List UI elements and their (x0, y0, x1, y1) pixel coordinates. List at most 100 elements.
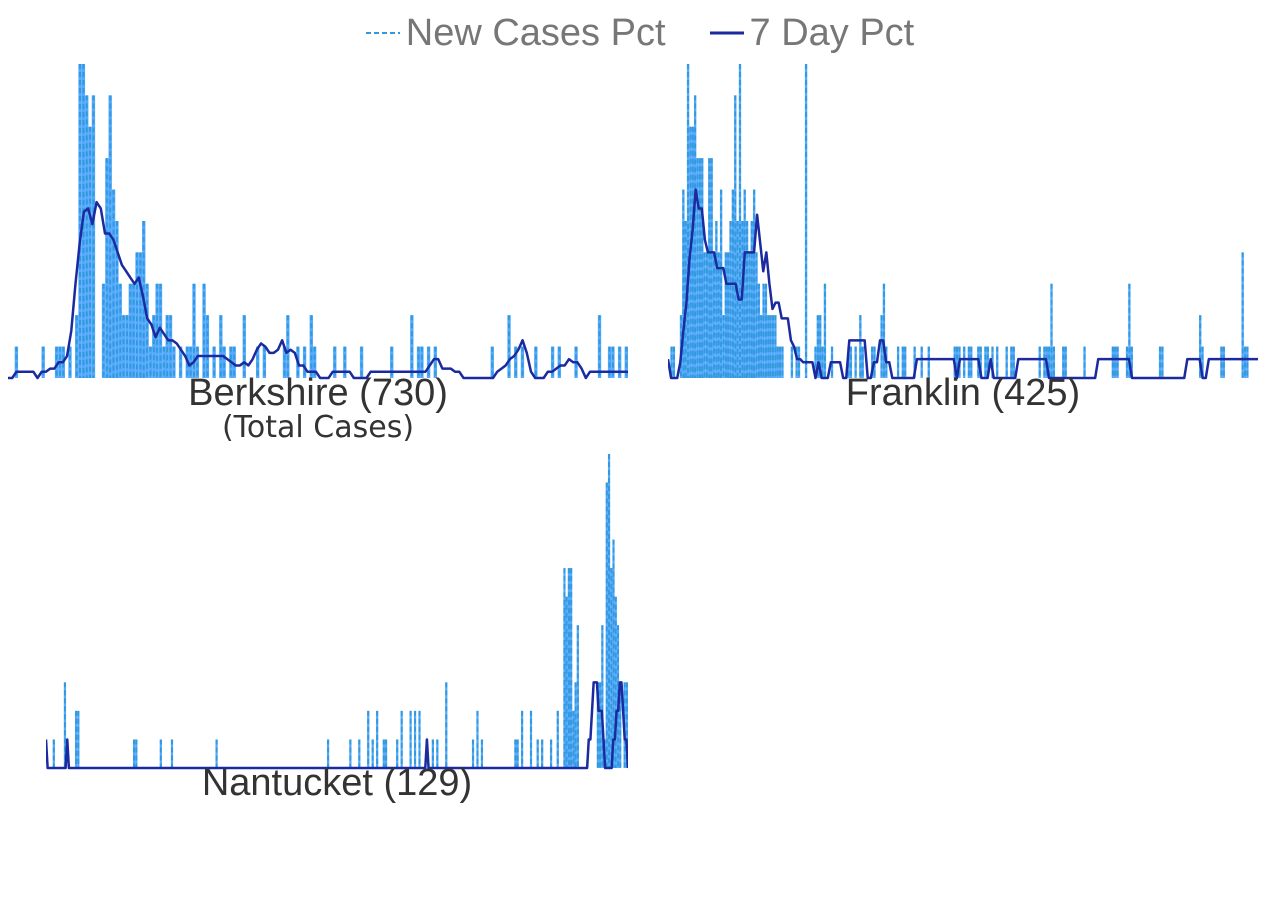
new-cases-bar (178, 346, 183, 378)
county-label-franklin: Franklin (425) (845, 372, 1081, 414)
new-cases-bar (920, 346, 923, 378)
new-cases-bar (814, 346, 817, 378)
new-cases-bar (195, 346, 200, 378)
new-cases-bar (132, 283, 136, 378)
new-cases-bar (125, 315, 129, 378)
new-cases-bar (148, 346, 153, 378)
new-cases-bar (717, 252, 720, 378)
new-cases-bar (219, 315, 223, 378)
new-cases-bar (312, 346, 317, 378)
new-cases-bar (1012, 346, 1015, 378)
new-cases-bar (1047, 346, 1051, 378)
new-cases-bar (597, 315, 602, 378)
new-cases-bar (420, 346, 424, 378)
new-cases-bar (541, 739, 544, 768)
solid-line-swatch-icon (709, 31, 744, 35)
new-cases-bar (705, 252, 709, 378)
new-cases-bar (410, 315, 414, 378)
new-cases-bar (576, 625, 579, 768)
new-cases-bar (795, 346, 798, 378)
new-cases-bar (91, 95, 96, 379)
new-cases-bar (745, 221, 749, 378)
new-cases-bar (1246, 346, 1249, 378)
new-cases-bar (205, 315, 210, 378)
new-cases-bar (1128, 283, 1131, 378)
new-cases-bar (1050, 283, 1053, 378)
new-cases-bar (52, 739, 55, 768)
new-cases-bar (880, 315, 883, 378)
new-cases-bar (729, 221, 732, 378)
new-cases-bar (1116, 346, 1119, 378)
new-cases-bar (755, 252, 758, 378)
new-cases-bar (358, 739, 361, 768)
new-cases-bar (471, 739, 475, 768)
new-cases-bar (1052, 346, 1056, 378)
seven-day-line (46, 681, 628, 770)
new-cases-bar (1062, 346, 1065, 378)
dashed-line-swatch-icon (365, 32, 400, 34)
new-cases-bar (215, 739, 218, 768)
new-cases-bar (514, 739, 517, 768)
new-cases-bar (426, 346, 431, 378)
new-cases-bar (762, 283, 765, 378)
new-cases-bar (132, 739, 136, 768)
new-cases-bar (757, 283, 761, 378)
seven-day-line (8, 200, 628, 380)
new-cases-bar (882, 283, 886, 378)
new-cases-bar (433, 346, 437, 378)
new-cases-bar (769, 315, 772, 378)
new-cases-bar (979, 346, 982, 378)
new-cases-bar (913, 346, 916, 378)
new-cases-bar (670, 346, 673, 378)
chart-nantucket (46, 454, 628, 770)
new-cases-bar (115, 221, 119, 378)
new-cases-bar (302, 346, 307, 378)
new-cases-bar (135, 739, 138, 768)
new-cases-bar (159, 739, 162, 768)
new-cases-bar (416, 346, 421, 378)
new-cases-bar (614, 596, 617, 768)
new-cases-bar (781, 346, 784, 378)
new-cases-bar (767, 315, 770, 378)
new-cases-bar (776, 346, 779, 378)
new-cases-bar (967, 346, 971, 378)
new-cases-bar (162, 346, 166, 378)
new-cases-bar (262, 346, 267, 378)
new-cases-bar (752, 189, 756, 378)
new-cases-bar (384, 739, 388, 768)
new-cases-bar (242, 315, 246, 378)
new-cases-bar (1222, 346, 1225, 378)
new-cases-bar (764, 283, 768, 378)
new-cases-bar (121, 315, 126, 378)
new-cases-bar (514, 346, 518, 378)
legend-label-7-day: 7 Day Pct (749, 11, 915, 54)
new-cases-bar (722, 315, 725, 378)
chart-franklin (668, 64, 1258, 380)
new-cases-bar (984, 346, 987, 378)
new-cases-bar (1125, 346, 1129, 378)
new-cases-bar (963, 346, 966, 378)
new-cases-bar (896, 346, 900, 378)
new-cases-bar (111, 189, 116, 378)
new-cases-bar (624, 346, 628, 378)
new-cases-bar (1114, 346, 1117, 378)
new-cases-bar (165, 315, 169, 378)
new-cases-bar (698, 158, 702, 378)
new-cases-bar (1043, 346, 1046, 378)
new-cases-bar (816, 315, 820, 378)
new-cases-bar (715, 221, 718, 378)
new-cases-bar (343, 346, 347, 378)
new-cases-bar (819, 315, 822, 378)
new-cases-bar (986, 346, 989, 378)
new-cases-bar (859, 315, 862, 378)
new-cases-bar (691, 126, 694, 378)
new-cases-bar (797, 346, 801, 378)
new-cases-bar (286, 315, 290, 378)
new-cases-bar (703, 252, 706, 378)
panel-nantucket: Nantucket (129) (46, 452, 628, 812)
panel-berkshire: Berkshire (730) (Total Cases) (8, 62, 628, 445)
county-label-berkshire: Berkshire (730) (188, 372, 448, 414)
new-cases-bar (870, 346, 874, 378)
new-cases-bar (1243, 346, 1247, 378)
new-cases-bar (152, 315, 156, 378)
